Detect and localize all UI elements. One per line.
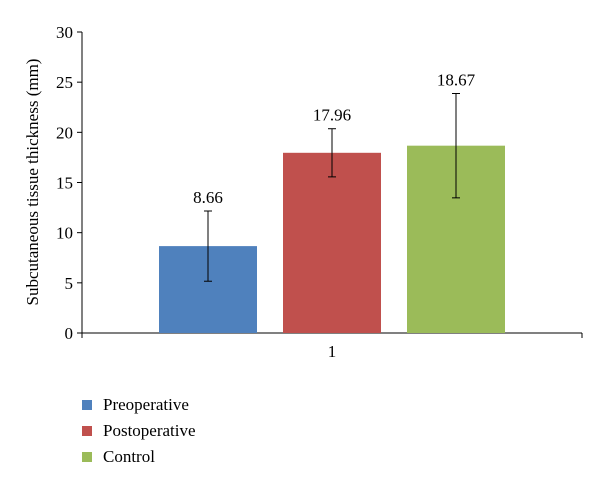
legend-swatch-preoperative [82,400,92,410]
legend-swatch-postoperative [82,426,92,436]
bars: 8.66 17.96 18.67 [159,71,505,333]
y-tick-label: 5 [65,274,74,293]
legend-label-preoperative: Preoperative [103,395,189,414]
y-tick-label: 20 [56,123,73,142]
y-tick-label: 15 [56,174,73,193]
y-axis: 0 5 10 15 20 25 30 [56,23,83,343]
data-label-postoperative: 17.96 [313,106,351,125]
legend-label-control: Control [103,447,155,466]
y-tick-label: 25 [56,73,73,92]
legend-item-preoperative: Preoperative [82,392,196,418]
y-tick-label: 10 [56,224,73,243]
legend-swatch-control [82,452,92,462]
legend-label-postoperative: Postoperative [103,421,196,440]
bar-postoperative [283,152,381,333]
x-axis: 1 [81,332,583,361]
legend-item-control: Control [82,444,196,470]
legend-item-postoperative: Postoperative [82,418,196,444]
y-tick-label: 0 [65,324,74,343]
legend: Preoperative Postoperative Control [82,392,196,470]
data-label-control: 18.67 [437,71,476,90]
y-tick-label: 30 [56,23,73,42]
y-axis-title: Subcutaneous tissue thickness (mm) [23,59,42,306]
x-tick-label: 1 [328,342,337,361]
data-label-preoperative: 8.66 [193,188,223,207]
